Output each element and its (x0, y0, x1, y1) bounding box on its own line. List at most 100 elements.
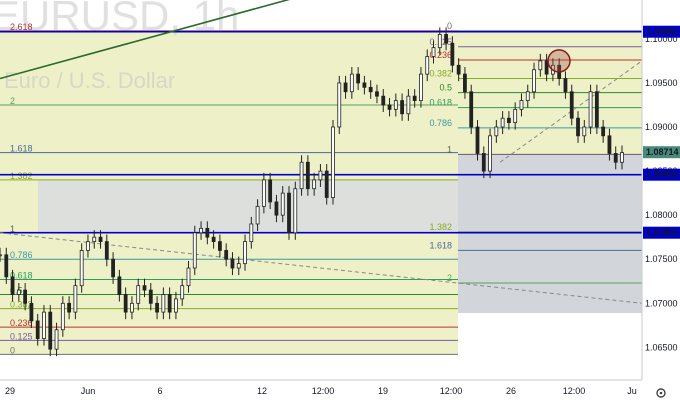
fib-left-label: 0.236 (10, 318, 33, 328)
candle-body (613, 153, 618, 163)
y-tick-label: 1.09500 (645, 78, 678, 88)
candle-body (249, 223, 254, 243)
candle-body (481, 153, 486, 172)
candle-body (475, 126, 480, 154)
candle-body (463, 73, 467, 93)
fib-right-label: 2 (447, 273, 452, 283)
candle-body (525, 91, 530, 101)
y-tick-label: 1.09000 (645, 122, 678, 132)
x-tick-label: 12:00 (563, 386, 586, 396)
fib-left-label: 1.382 (10, 171, 33, 181)
candle-body (42, 311, 46, 339)
fib-zone-left-band (38, 179, 458, 233)
trendline-dark (0, 0, 291, 80)
candle-body (199, 227, 203, 234)
candle-body (444, 34, 448, 44)
candle-body (368, 86, 373, 93)
candle-body (419, 73, 423, 101)
candle-body (130, 302, 134, 313)
candle-body (538, 60, 543, 71)
candle-body (274, 201, 279, 216)
candle-body (167, 294, 172, 313)
candle-body (67, 302, 72, 313)
candle-body (16, 289, 21, 295)
candle-body (594, 91, 599, 128)
candle-body (500, 117, 505, 128)
candle-body (268, 179, 273, 203)
candle-body (86, 241, 90, 251)
candle-body (582, 126, 587, 137)
fib-zone-left-lower (0, 232, 458, 355)
candle-body (174, 298, 178, 313)
fib-left-label: 1 (10, 224, 15, 234)
candle-body (437, 34, 442, 49)
fib-right-label: 0.236 (429, 50, 452, 60)
candle-body (563, 78, 568, 93)
candle-body (588, 91, 593, 128)
candle-body (387, 104, 392, 110)
candle-body (104, 241, 109, 260)
fib-right-label: 1.618 (429, 240, 452, 250)
candle-body (601, 126, 606, 137)
candle-body (117, 276, 122, 295)
description-watermark: Euro / U.S. Dollar (4, 68, 175, 93)
fib-right-label: 0.5 (439, 83, 452, 93)
y-tick-label: 1.08000 (645, 210, 678, 220)
candle-body (54, 329, 59, 350)
candle-body (243, 241, 247, 265)
price-tag-label: 1.08459 (646, 170, 679, 180)
price-tag-label: 1.07801 (646, 228, 679, 238)
candle-body (412, 95, 417, 101)
candle-body (60, 302, 65, 331)
candle-body (98, 236, 103, 243)
x-tick-label: 12:00 (440, 386, 463, 396)
candle-body (205, 227, 210, 238)
candle-body (406, 95, 411, 115)
x-tick-label: 6 (157, 386, 162, 396)
candle-body (186, 267, 191, 287)
fib-left-label: 0.125 (10, 331, 33, 341)
x-tick-label: Ju (627, 386, 637, 396)
candle-body (293, 188, 298, 234)
candle-body (92, 236, 97, 243)
fib-left-label: 2 (10, 96, 15, 106)
candle-body (337, 82, 342, 128)
candle-body (111, 258, 115, 278)
candle-body (287, 192, 291, 234)
highlight-circle (547, 49, 571, 73)
candle-body (375, 91, 379, 97)
y-tick-label: 1.07000 (645, 298, 678, 308)
candle-body (349, 73, 354, 93)
candle-body (450, 42, 455, 66)
candle-body (425, 56, 430, 75)
candle-body (494, 126, 499, 137)
candle-body (305, 161, 310, 190)
candle-body (331, 126, 335, 198)
candle-body (0, 254, 2, 257)
x-tick-label: 26 (506, 386, 516, 396)
fib-left-label: 0.5 (10, 285, 23, 295)
candle-body (607, 135, 612, 154)
y-tick-label: 1.07500 (645, 254, 678, 264)
fib-right-label: 1.382 (429, 222, 452, 232)
fib-right-label: 1 (447, 144, 452, 154)
candle-body (324, 170, 329, 198)
price-axis-background (642, 0, 680, 403)
candle-body (261, 179, 266, 207)
fib-left-label: 2.618 (10, 22, 33, 32)
candle-body (519, 100, 524, 110)
price-tag-label: 1.08714 (646, 147, 679, 157)
symbol-watermark: EURUSD, 1h (0, 0, 239, 39)
candle-body (10, 276, 15, 295)
candle-body (532, 69, 536, 93)
candle-body (4, 254, 9, 278)
candle-body (224, 250, 229, 260)
candle-body (255, 205, 260, 225)
candle-body (123, 294, 128, 313)
fib-left-label: 0.786 (10, 250, 33, 260)
price-tag-box (643, 226, 680, 239)
candle-body (507, 117, 511, 123)
candle-body (230, 258, 235, 269)
